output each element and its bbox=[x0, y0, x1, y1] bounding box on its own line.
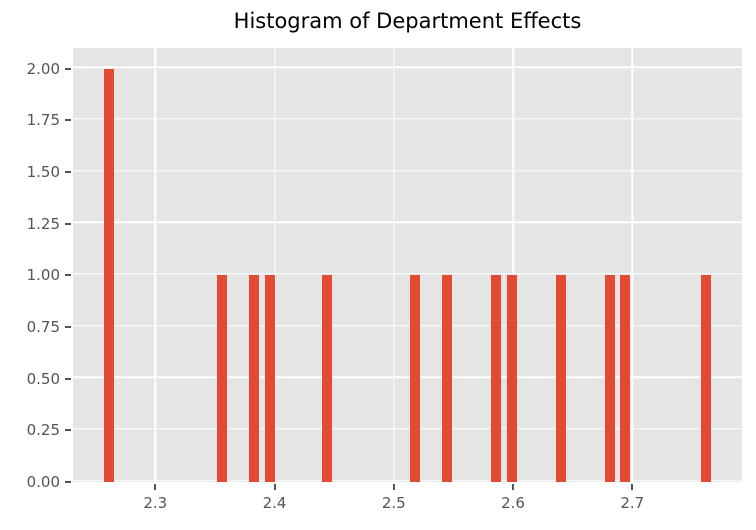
y-tick-label: 0.75 bbox=[26, 318, 60, 336]
y-tick-mark bbox=[65, 274, 71, 277]
y-tick-label: 1.50 bbox=[26, 163, 60, 181]
gridline-vertical bbox=[154, 48, 157, 482]
x-tick-label: 2.6 bbox=[501, 494, 525, 512]
x-tick-label: 2.5 bbox=[381, 494, 406, 512]
gridline-horizontal bbox=[73, 324, 742, 327]
chart-title: Histogram of Department Effects bbox=[233, 9, 582, 33]
y-tick-label: 2.00 bbox=[26, 59, 60, 78]
gridline-horizontal bbox=[73, 169, 742, 172]
gridline-horizontal bbox=[73, 376, 742, 378]
y-tick-label: 1.25 bbox=[26, 214, 60, 233]
gridline-horizontal bbox=[73, 273, 742, 275]
x-tick-mark bbox=[392, 484, 395, 490]
histogram-bar bbox=[555, 275, 566, 482]
histogram-bar bbox=[321, 275, 332, 482]
gridline-vertical bbox=[631, 48, 634, 482]
y-tick-label: 0.50 bbox=[26, 369, 60, 388]
histogram-bar bbox=[506, 275, 517, 482]
histogram-bar bbox=[264, 275, 275, 482]
plot-area bbox=[73, 48, 742, 482]
histogram-bar bbox=[604, 275, 615, 482]
histogram-bar bbox=[249, 275, 260, 482]
x-tick-mark bbox=[273, 484, 276, 490]
gridline-horizontal bbox=[73, 479, 742, 482]
gridline-horizontal bbox=[73, 118, 742, 120]
y-tick-label: 0.00 bbox=[26, 473, 60, 491]
gridline-vertical bbox=[393, 48, 395, 482]
y-tick-mark bbox=[65, 377, 71, 380]
y-tick-label: 1.75 bbox=[26, 111, 60, 130]
histogram-bar bbox=[701, 275, 712, 482]
histogram-bar bbox=[217, 275, 228, 482]
plot-background bbox=[73, 48, 742, 482]
y-tick-mark bbox=[65, 481, 71, 483]
y-tick-mark bbox=[65, 222, 71, 225]
y-tick-label: 1.00 bbox=[26, 266, 60, 285]
x-tick-mark bbox=[154, 484, 157, 490]
histogram-bar bbox=[410, 275, 421, 482]
x-tick-mark bbox=[631, 484, 634, 490]
gridline-horizontal bbox=[73, 221, 742, 223]
histogram-bar bbox=[103, 68, 114, 482]
histogram-bar bbox=[620, 275, 631, 482]
y-tick-mark bbox=[65, 326, 71, 328]
gridline-horizontal bbox=[73, 66, 742, 68]
y-tick-label: 0.25 bbox=[26, 421, 60, 440]
histogram-bar bbox=[491, 275, 502, 482]
x-tick-label: 2.3 bbox=[143, 494, 168, 512]
gridline-horizontal bbox=[73, 428, 742, 430]
x-tick-mark bbox=[512, 484, 515, 490]
y-tick-mark bbox=[65, 119, 71, 122]
histogram-bar bbox=[442, 275, 453, 482]
x-tick-label: 2.4 bbox=[262, 494, 287, 512]
y-tick-mark bbox=[65, 67, 71, 70]
y-tick-mark bbox=[65, 429, 71, 432]
gridline-vertical bbox=[273, 48, 276, 482]
x-tick-label: 2.7 bbox=[620, 494, 645, 512]
gridline-vertical bbox=[512, 48, 514, 482]
y-tick-mark bbox=[65, 171, 71, 173]
